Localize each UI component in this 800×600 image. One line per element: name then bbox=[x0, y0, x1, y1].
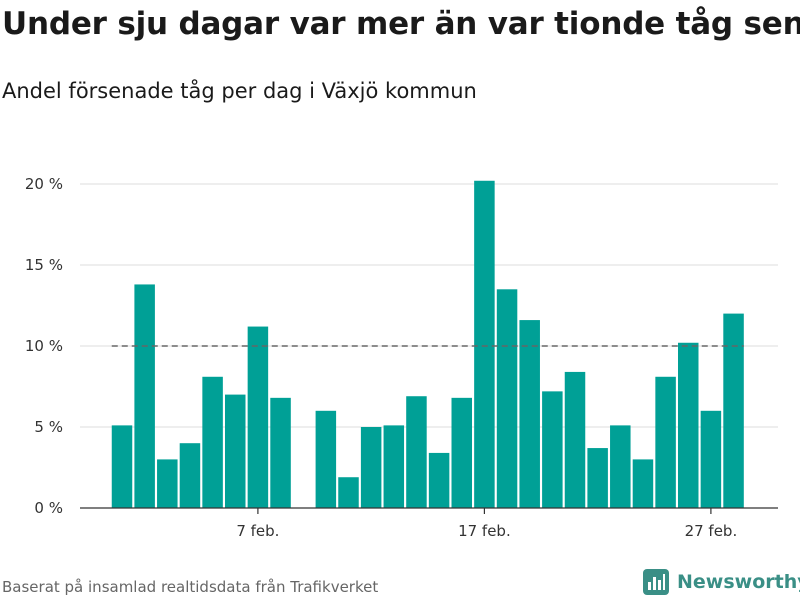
x-tick-label: 17 feb. bbox=[458, 522, 511, 540]
source-note: Baserat på insamlad realtidsdata från Tr… bbox=[2, 578, 379, 596]
newsworthy-logo: Newsworthy bbox=[643, 569, 800, 595]
y-tick-label: 20 % bbox=[25, 175, 63, 193]
bar bbox=[338, 477, 359, 508]
bar bbox=[632, 459, 654, 508]
bar bbox=[564, 371, 586, 508]
bar bbox=[542, 391, 563, 508]
bar bbox=[474, 180, 495, 508]
bar bbox=[360, 427, 382, 508]
x-tick-label: 27 feb. bbox=[685, 522, 738, 540]
bar bbox=[270, 397, 291, 508]
chart-subtitle: Andel försenade tåg per dag i Växjö komm… bbox=[2, 79, 477, 103]
bar bbox=[111, 425, 133, 508]
y-tick-label: 15 % bbox=[25, 256, 63, 274]
bar bbox=[678, 342, 699, 508]
bar-chart-logo-icon bbox=[643, 569, 669, 595]
bar bbox=[700, 410, 722, 508]
bar bbox=[202, 376, 223, 508]
bar bbox=[383, 425, 405, 508]
bar bbox=[428, 452, 450, 508]
bar bbox=[723, 313, 744, 508]
bar bbox=[134, 284, 155, 508]
bar bbox=[157, 459, 178, 508]
bar bbox=[406, 396, 427, 508]
bar bbox=[655, 376, 676, 508]
bar bbox=[587, 448, 608, 508]
x-tick-label: 7 feb. bbox=[236, 522, 279, 540]
bar bbox=[610, 425, 631, 508]
bar bbox=[519, 320, 540, 508]
chart-title: Under sju dagar var mer än var tionde tå… bbox=[2, 6, 800, 42]
bar bbox=[179, 443, 201, 508]
bar bbox=[451, 397, 472, 508]
y-tick-label: 10 % bbox=[25, 337, 63, 355]
bar bbox=[496, 289, 518, 508]
bar bbox=[315, 410, 337, 508]
brand-name: Newsworthy bbox=[677, 571, 800, 593]
y-tick-label: 5 % bbox=[34, 418, 63, 436]
y-tick-label: 0 % bbox=[34, 499, 63, 517]
bar bbox=[225, 394, 246, 508]
bar bbox=[247, 326, 269, 508]
